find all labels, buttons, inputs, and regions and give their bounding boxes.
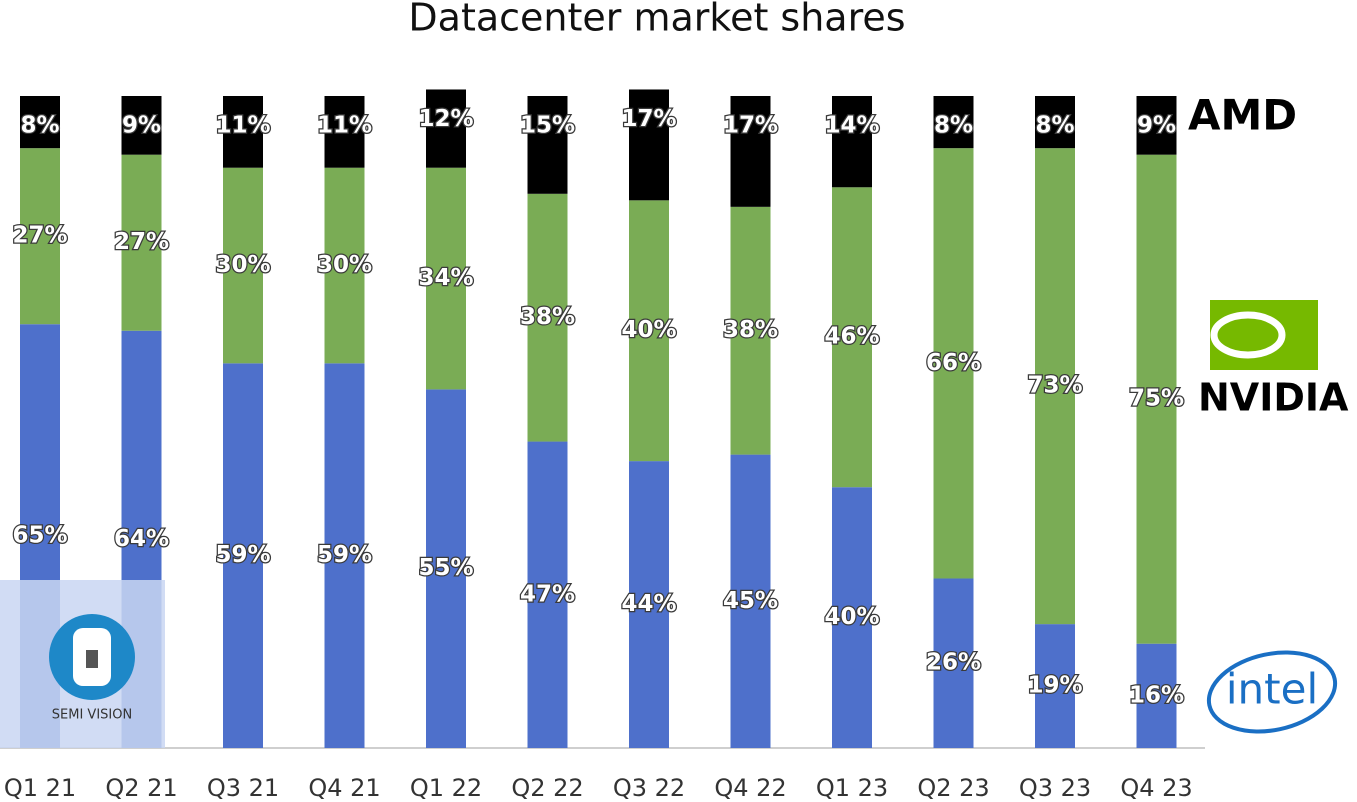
value-label: 30%: [215, 252, 270, 278]
value-label: 66%: [926, 350, 981, 376]
bar-segment: [121, 96, 162, 155]
bar-segment: [324, 167, 365, 364]
x-tick-label: Q1 21: [4, 774, 76, 802]
value-label: 75%: [1129, 386, 1184, 412]
value-label: 38%: [520, 304, 575, 330]
value-label: 34%: [418, 265, 473, 291]
watermark-logo-mark: [86, 650, 98, 668]
value-label: 45%: [723, 588, 778, 614]
bar-segment: [629, 89, 669, 201]
value-label: 30%: [317, 252, 372, 278]
bar-segment: [20, 96, 60, 149]
chart-title: Datacenter market shares: [408, 0, 905, 40]
value-label: 11%: [215, 113, 270, 139]
value-label: 8%: [1035, 113, 1074, 139]
value-label: 73%: [1027, 373, 1082, 399]
value-label: 26%: [926, 650, 981, 676]
x-tick-label: Q4 21: [308, 774, 380, 802]
nvidia-logo: [1210, 300, 1318, 370]
x-tick-label: Q2 21: [105, 774, 177, 802]
intel-logo-ring: [1206, 650, 1338, 734]
bar-segment: [832, 187, 872, 488]
bar-segment: [933, 148, 974, 579]
x-tick-label: Q1 22: [410, 774, 482, 802]
bar-segment: [933, 578, 974, 748]
bar-segment: [527, 193, 568, 442]
x-tick-label: Q3 23: [1019, 774, 1091, 802]
bar-segment: [223, 363, 263, 748]
bar-segment: [223, 167, 263, 364]
value-label: 59%: [215, 542, 270, 568]
value-label: 12%: [418, 106, 473, 132]
bar-segment: [426, 167, 466, 390]
legend-label: NVIDIA: [1198, 376, 1349, 420]
watermark: SEMI VISION: [0, 580, 165, 748]
value-label: 46%: [824, 324, 879, 350]
x-tick-label: Q3 22: [613, 774, 685, 802]
value-label: 38%: [723, 317, 778, 343]
bar-segment: [20, 148, 60, 325]
legend-label: intel: [1226, 665, 1318, 714]
value-label: 27%: [114, 229, 169, 255]
value-label: 27%: [12, 223, 67, 249]
value-label: 44%: [621, 591, 676, 617]
value-label: 14%: [824, 113, 879, 139]
bar-segment: [426, 89, 466, 168]
value-label: 55%: [418, 555, 473, 581]
value-label: 64%: [114, 526, 169, 552]
bar-segment: [324, 363, 365, 748]
value-label: 11%: [317, 113, 372, 139]
value-label: 59%: [317, 542, 372, 568]
bar-segment: [1035, 624, 1075, 748]
value-label: 16%: [1129, 682, 1184, 708]
bar-segment: [1035, 148, 1075, 625]
bar-segment: [1035, 96, 1075, 149]
watermark-text: SEMI VISION: [52, 708, 132, 723]
value-label: 9%: [1137, 113, 1176, 139]
legend: AMD NVIDIA intel: [1188, 91, 1349, 734]
bar-segment: [933, 96, 974, 149]
value-label: 15%: [520, 113, 575, 139]
nvidia-logo-eye: [1210, 311, 1286, 359]
bar-segment: [324, 96, 365, 168]
x-tick-label: Q2 23: [917, 774, 989, 802]
bar-segment: [629, 461, 669, 748]
bar-segment: [426, 389, 466, 748]
bar-segment: [730, 454, 771, 748]
bar-segment: [527, 96, 568, 194]
bar-segment: [1136, 96, 1177, 155]
bar-segment: [730, 206, 771, 455]
x-tick-label: Q3 21: [207, 774, 279, 802]
bar-segment: [527, 441, 568, 748]
value-label: 17%: [621, 106, 676, 132]
bar-segment: [223, 96, 263, 168]
legend-label: AMD: [1188, 91, 1297, 140]
value-label: 40%: [824, 604, 879, 630]
x-tick-label: Q4 23: [1120, 774, 1192, 802]
bar-segment: [832, 487, 872, 748]
value-label: 47%: [520, 581, 575, 607]
value-label: 9%: [122, 113, 161, 139]
bar-segment: [629, 200, 669, 462]
x-tick-label: Q4 22: [714, 774, 786, 802]
value-label: 40%: [621, 317, 676, 343]
value-label: 19%: [1027, 673, 1082, 699]
bar-segment: [121, 154, 162, 331]
x-tick-label: Q2 22: [511, 774, 583, 802]
x-tick-label: Q1 23: [816, 774, 888, 802]
bar-segment: [730, 96, 771, 207]
bar-segment: [832, 96, 872, 188]
value-label: 8%: [934, 113, 973, 139]
bar-segment: [1136, 154, 1177, 644]
value-label: 8%: [20, 113, 59, 139]
bars: 65% 27% 8% Q1 21 64% 27% 9% Q2 21 59% 30% 11% Q3 21…: [4, 89, 1193, 802]
value-label: 65%: [12, 523, 67, 549]
bar-segment: [1136, 643, 1177, 748]
value-label: 17%: [723, 113, 778, 139]
